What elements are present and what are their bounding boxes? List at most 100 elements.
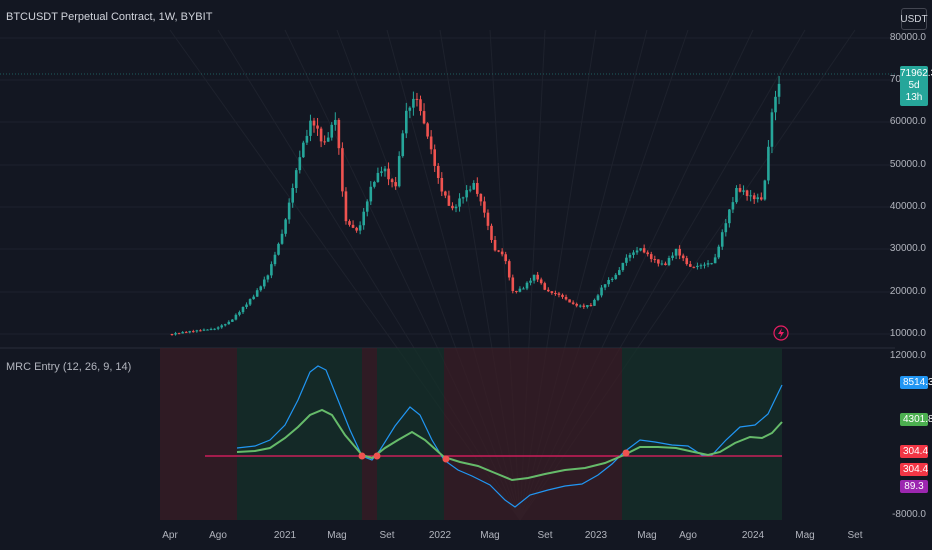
candle-body [405,110,408,134]
candle-body [270,264,273,276]
candle-body [692,266,696,268]
candle-body [539,279,543,284]
x-axis-label: Ago [679,530,697,541]
candle-body [642,248,646,253]
price-tick-label: 50000.0 [889,159,926,170]
candle-body [763,180,767,200]
candle-body [728,209,731,224]
x-axis-label: Set [379,530,395,541]
candle-body [554,293,557,295]
last-price: 71962.3 [900,68,932,79]
candle-body [330,124,334,138]
candle-body [298,157,302,171]
candle-body [618,270,621,275]
candle-body [358,225,362,231]
candle-body [266,275,270,280]
candle-body [373,181,376,187]
candle-body [678,248,681,256]
candle-body [696,265,699,268]
candle-body [465,190,468,198]
price-tick-label: 10000.0 [889,328,926,339]
countdown: 5d 13h [905,80,923,103]
candle-body [390,179,394,183]
candle-body [571,302,575,304]
candle-body [263,279,266,287]
alert-icon[interactable] [773,325,789,341]
cross-marker [622,449,630,457]
candle-body [699,265,703,267]
indicator-value-tag: 304.4 [900,445,928,458]
candle-body [461,197,465,199]
candle-body [543,283,547,290]
cross-marker [373,452,381,460]
trend-zone [160,348,237,520]
candle-body [188,331,192,333]
price-tick-label: 20000.0 [889,286,926,297]
candle-body [500,251,504,255]
candle-body [657,259,660,264]
cross-marker [358,452,366,460]
candle-body [589,305,593,307]
indicator-value-tag: 8514.3 [900,376,932,389]
candle-body [213,328,216,330]
candle-body [607,279,610,285]
candle-body [593,299,596,306]
candle-body [486,212,490,226]
x-axis-label: Apr [162,530,178,541]
candle-body [231,319,234,322]
candle-body [767,146,770,181]
candle-body [518,288,522,292]
candle-body [713,257,717,264]
candle-body [174,333,177,335]
candle-body [255,290,259,297]
candle-body [440,177,444,192]
indicator-tick-label: -8000.0 [892,509,926,520]
candle-body [192,331,195,333]
candle-body [199,330,202,332]
candle-body [436,165,440,178]
candle-body [493,239,497,251]
trend-zone [622,348,782,520]
candle-body [600,287,603,296]
candle-body [177,333,181,335]
x-axis-label: 2023 [584,530,608,541]
candle-body [756,197,760,200]
indicator-value-tag: 89.3 [900,480,928,493]
candle-body [238,312,241,315]
candle-body [408,107,412,111]
candle-body [468,189,472,191]
candle-body [412,98,415,108]
candle-body [706,263,710,265]
candle-body [458,198,461,207]
candle-body [724,223,728,233]
x-axis-label: Mag [480,530,500,541]
indicator-value-tag: 304.4 [900,463,928,476]
candle-body [621,262,625,271]
x-axis-label: Set [847,530,863,541]
candle-body [309,120,312,136]
candle-body [472,183,476,190]
candle-body [223,324,227,326]
candle-body [752,195,756,200]
candle-body [184,332,188,334]
candle-body [532,274,536,281]
candle-body [720,232,724,247]
candle-body [653,259,657,261]
candle-body [369,186,373,202]
indicator-title: MRC Entry (12, 26, 9, 14) [6,361,132,373]
candle-body [323,141,326,143]
x-axis-label: Mag [795,530,815,541]
candle-body [667,257,671,266]
candle-body [710,263,713,265]
candle-body [628,254,632,258]
candle-body [681,255,685,259]
candle-body [284,219,287,234]
currency-button[interactable]: USDT [900,8,928,30]
candle-body [674,248,678,256]
candle-body [181,332,184,334]
candle-body [749,195,752,197]
candle-body [483,201,486,213]
candle-body [280,233,284,244]
candle-body [227,321,231,325]
